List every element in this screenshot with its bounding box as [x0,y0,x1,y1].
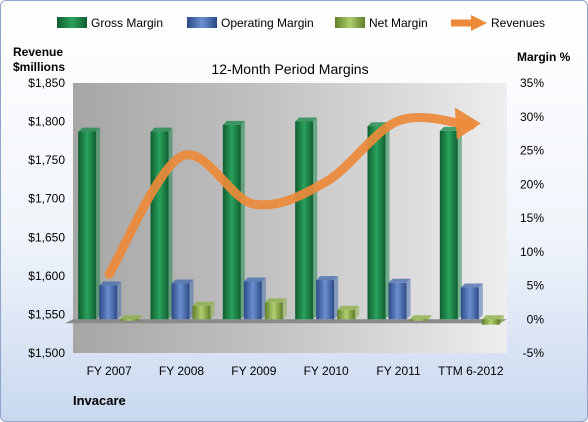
operating-margin-bar [316,276,339,320]
x-tick-label: FY 2009 [231,364,276,378]
right-tick-label: 35% [520,76,544,90]
x-tick-label: FY 2008 [159,364,204,378]
left-tick-label: $1,850 [28,76,65,90]
revenues-line-layer [104,107,481,279]
operating-margin-bar [171,279,194,320]
operating-margin-bar [388,278,411,320]
gross-margin-bar [150,127,173,320]
x-axis-ticks: FY 2007 FY 2008 FY 2009 FY 2010 FY 2011 TTM 6… [87,364,504,378]
left-axis-title-line1: Revenue [13,45,63,59]
x-tick-label: TTM 6-2012 [438,364,504,378]
company-label: Invacare [73,393,126,408]
zero-baseline-floor [65,319,507,324]
gross-margin-bar [367,122,390,320]
left-axis-title-line2: $millions [13,60,65,74]
right-tick-label: 5% [527,279,545,293]
left-axis-ticks: $1,500 $1,550 $1,600 $1,650 $1,700 $1,750 $1,8… [28,76,65,360]
left-tick-label: $1,550 [28,307,65,321]
plot-area [73,83,507,353]
legend-swatch-net-margin [335,17,365,28]
x-tick-label: FY 2011 [376,364,421,378]
right-tick-label: 20% [520,177,544,191]
gross-margin-bar [295,117,318,320]
chart-title: 12-Month Period Margins [211,61,368,77]
gross-margin-bar [439,126,462,320]
net-margin-bar [409,315,432,321]
left-tick-label: $1,800 [28,115,65,129]
net-margin-bar [120,315,143,321]
right-tick-label: 25% [520,144,544,158]
revenues-line [104,113,476,279]
net-margin-bar [481,315,504,325]
gross-margin-bar [222,120,245,320]
legend-label-gross-margin: Gross Margin [91,16,163,30]
revenues-arrowhead [454,107,481,140]
legend-swatch-operating-margin [187,17,217,28]
right-tick-label: 15% [520,211,544,225]
x-tick-label: FY 2007 [87,364,132,378]
gross-margin-bar [78,127,101,320]
zero-floor-strip [65,319,507,324]
legend-label-net-margin: Net Margin [369,16,428,30]
left-tick-label: $1,700 [28,192,65,206]
right-tick-label: 0% [527,312,545,326]
right-axis-ticks: -5% 0% 5% 10% 15% 20% 25% 30% 35% [520,76,544,360]
left-tick-label: $1,650 [28,230,65,244]
legend: Gross Margin Operating Margin Net Margin… [57,15,545,31]
operating-margin-bar [243,277,266,320]
left-tick-label: $1,750 [28,153,65,167]
x-tick-label: FY 2010 [304,364,349,378]
legend-label-operating-margin: Operating Margin [221,16,314,30]
legend-swatch-gross-margin [57,17,87,28]
net-margin-bar [264,298,287,320]
right-tick-label: 30% [520,110,544,124]
legend-label-revenues: Revenues [491,16,545,30]
right-tick-label: -5% [523,346,545,360]
operating-margin-bar [460,283,483,320]
left-tick-label: $1,500 [28,346,65,360]
operating-margin-bar [99,281,122,320]
left-tick-label: $1,600 [28,269,65,283]
right-tick-label: 10% [520,245,544,259]
legend-swatch-revenues [451,15,487,31]
net-margin-bar [337,305,360,320]
net-margin-bar [192,301,215,320]
right-axis-title: Margin % [517,50,571,64]
